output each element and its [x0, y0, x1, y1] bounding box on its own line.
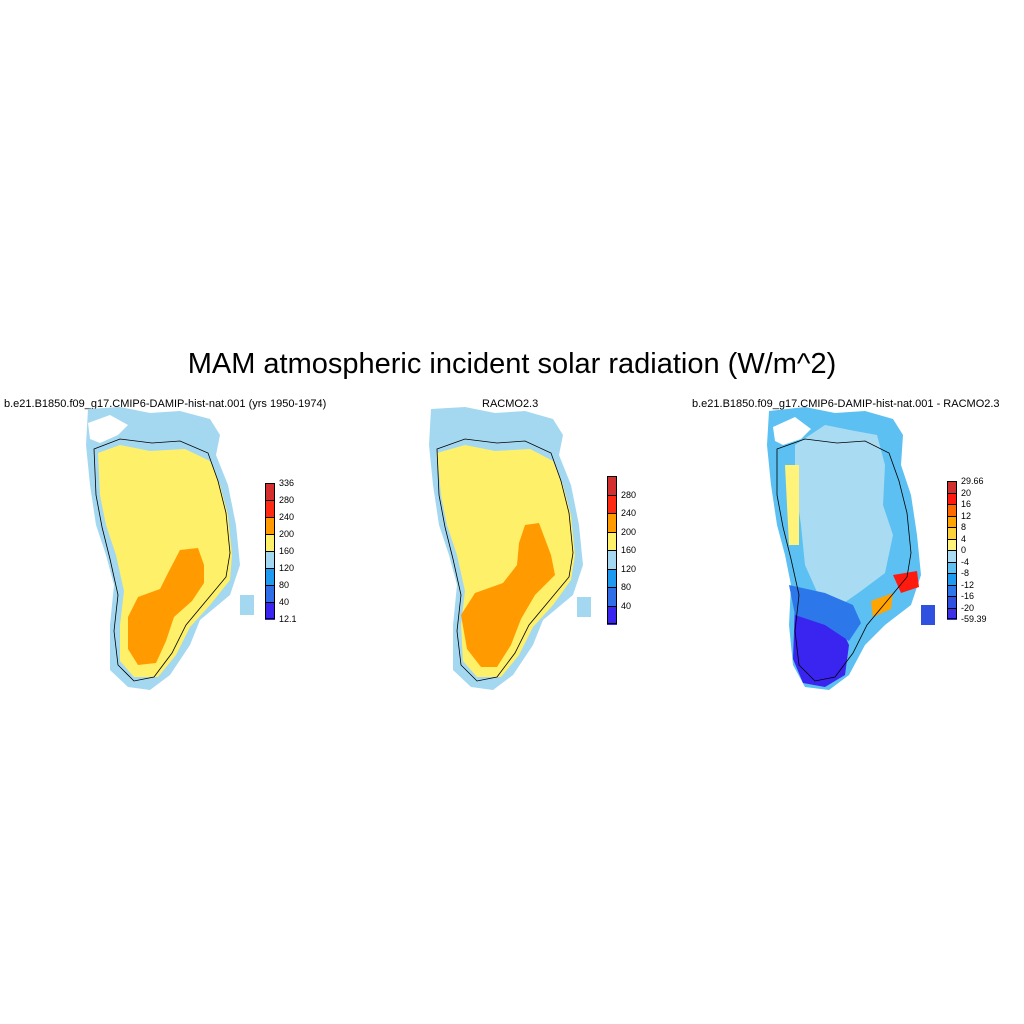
colorbar-swatch — [607, 605, 617, 625]
colorbar-label: 280 — [279, 495, 295, 505]
panel-2-map — [429, 407, 591, 690]
colorbar-swatch — [607, 531, 617, 551]
colorbar-label: 12.1 — [279, 614, 297, 624]
colorbar-label: 20 — [961, 487, 972, 498]
panel-2-title: RACMO2.3 — [482, 398, 539, 410]
colorbar-swatch — [947, 550, 957, 562]
colorbar-label: 160 — [279, 546, 295, 556]
colorbar-label: 240 — [621, 508, 637, 518]
colorbar-swatch — [947, 561, 957, 574]
colorbar-label: 336 — [279, 478, 295, 488]
colorbar-label: 40 — [279, 597, 290, 607]
colorbar-swatch — [947, 607, 957, 620]
colorbar-swatch — [607, 494, 617, 514]
colorbar-label: 240 — [279, 512, 295, 522]
colorbar-label: 120 — [621, 563, 637, 574]
panel-1-colorbar: 336 280 240 200 160 120 80 40 12.1 — [265, 479, 297, 624]
colorbar-swatch — [947, 596, 957, 608]
colorbar-swatch — [265, 585, 275, 603]
colorbar-swatch — [265, 551, 275, 569]
colorbar-label: 40 — [621, 600, 632, 611]
colorbar-swatch — [265, 568, 275, 586]
east-red — [893, 571, 919, 593]
northwest-water — [773, 417, 811, 445]
colorbar-swatch — [607, 587, 617, 606]
colorbar-swatch — [265, 500, 275, 518]
colorbar-label: 80 — [621, 582, 632, 592]
colorbar-label: 8 — [961, 522, 967, 532]
colorbar-label: 280 — [621, 489, 637, 500]
figure-title: MAM atmospheric incident solar radiation… — [187, 348, 837, 380]
colorbar-swatch — [947, 573, 957, 585]
colorbar-label: 12 — [961, 510, 972, 521]
east-orange — [871, 593, 893, 617]
west-yellow — [785, 465, 799, 545]
colorbar-label: 120 — [279, 563, 295, 573]
panel-2-colorbar: 280 240 200 160 120 80 40 — [607, 476, 636, 625]
colorbar-label: -8 — [961, 568, 970, 578]
colorbar-label: 200 — [279, 529, 295, 539]
panel-3-colorbar: 29.66 20 16 12 8 4 0 -4 -8 -12 -16 -20 -59.39 — [947, 477, 987, 624]
colorbar-swatch — [607, 513, 617, 532]
colorbar-swatch — [947, 515, 957, 528]
colorbar-swatch — [265, 483, 275, 501]
colorbar-label: -20 — [961, 602, 975, 613]
colorbar-swatch — [947, 481, 957, 493]
colorbar-frame — [265, 483, 275, 619]
south-band — [789, 585, 861, 641]
colorbar-swatch — [947, 492, 957, 505]
south-dome — [128, 548, 204, 665]
island-east — [577, 597, 591, 617]
colorbar-label: 16 — [961, 499, 972, 509]
panel-3-title: b.e21.B1850.f09_g17.CMIP6-DAMIP-hist-nat… — [692, 398, 1000, 410]
coastline — [436, 438, 574, 682]
colorbar-swatch — [947, 527, 957, 539]
colorbar-label: 29.66 — [961, 476, 984, 486]
colorbar-swatch — [607, 568, 617, 588]
colorbar-label: -59.39 — [961, 614, 987, 624]
panel-1-map — [86, 407, 254, 690]
panel-1-title: b.e21.B1850.f09_g17.CMIP6-DAMIP-hist-nat… — [4, 398, 327, 410]
northwest-water — [88, 415, 128, 443]
colorbar-swatch — [607, 476, 617, 495]
colorbar-label: 200 — [621, 526, 637, 537]
island-east — [921, 605, 935, 625]
colorbar-frame — [947, 481, 957, 619]
colorbar-swatch — [947, 538, 957, 551]
colorbar-label: 80 — [279, 580, 290, 590]
south-dome — [461, 523, 555, 667]
colorbar-swatch — [947, 504, 957, 516]
colorbar-label: -4 — [961, 556, 970, 567]
panel-3-map — [767, 407, 935, 690]
colorbar-swatch — [607, 550, 617, 569]
colorbar-frame — [607, 476, 617, 624]
island-east — [240, 595, 254, 615]
colorbar-label: 4 — [961, 533, 967, 544]
colorbar-label: 0 — [961, 545, 967, 555]
interior-near-zero — [795, 425, 893, 605]
colorbar-swatch — [265, 517, 275, 535]
colorbar-swatch — [265, 602, 275, 620]
colorbar-swatch — [947, 584, 957, 597]
colorbar-label: 160 — [621, 545, 637, 555]
colorbar-swatch — [265, 534, 275, 552]
coastline — [93, 438, 231, 682]
coastline — [776, 438, 912, 682]
colorbar-label: -16 — [961, 591, 975, 601]
colorbar-label: -12 — [961, 579, 975, 590]
